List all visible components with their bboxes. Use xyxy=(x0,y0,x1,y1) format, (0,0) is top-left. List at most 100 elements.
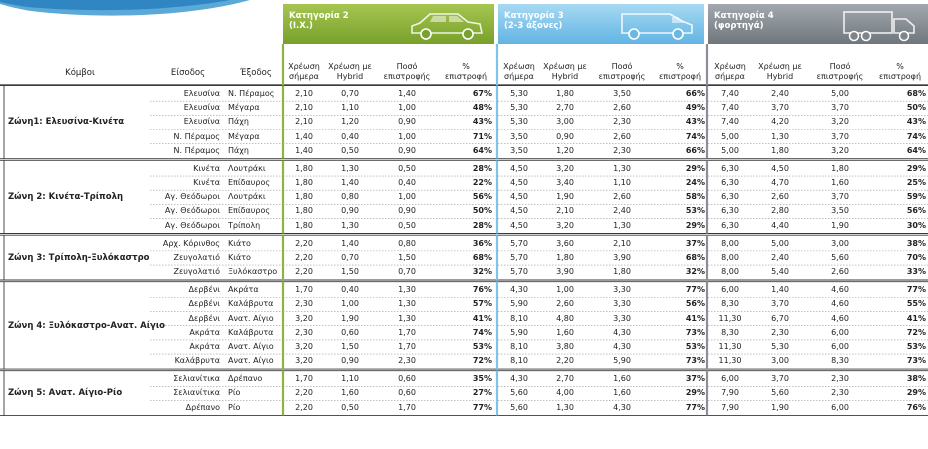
value-cell: 0,90 xyxy=(398,206,416,216)
refund-pct-cell: 73% xyxy=(685,356,705,366)
value-cell: 2,10 xyxy=(556,206,574,216)
header-charge-today: Χρέωση σήμερα xyxy=(288,62,320,81)
van-icon xyxy=(621,13,693,40)
value-cell: 2,30 xyxy=(771,327,789,337)
value-cell: 3,00 xyxy=(556,117,574,127)
entry-cell: Δρέπανο xyxy=(185,402,220,412)
entry-cell: Σελιανίτικα xyxy=(173,374,220,384)
value-cell: 3,20 xyxy=(831,117,849,127)
value-cell: 2,80 xyxy=(771,206,789,216)
refund-pct-cell: 37% xyxy=(685,374,705,384)
value-cell: 1,30 xyxy=(341,163,359,173)
value-cell: 6,30 xyxy=(721,220,739,230)
value-cell: 1,40 xyxy=(341,178,359,188)
value-cell: 5,90 xyxy=(613,356,631,366)
value-cell: 3,30 xyxy=(613,285,631,295)
refund-pct-cell: 74% xyxy=(685,131,705,141)
value-cell: 2,40 xyxy=(771,89,789,98)
value-cell: 0,90 xyxy=(341,356,359,366)
value-cell: 11,30 xyxy=(718,313,742,323)
value-cell: 11,30 xyxy=(718,341,742,351)
refund-pct-cell: 77% xyxy=(472,402,492,412)
refund-pct-cell: 57% xyxy=(472,299,492,309)
category-title: Κατηγορία 4 xyxy=(714,11,774,21)
value-cell: 1,60 xyxy=(556,327,574,337)
refund-pct-cell: 53% xyxy=(685,341,705,351)
value-cell: 2,70 xyxy=(556,103,574,113)
refund-pct-cell: 66% xyxy=(685,89,705,98)
refund-pct-cell: 48% xyxy=(472,103,492,113)
value-cell: 3,40 xyxy=(556,178,574,188)
value-cell: 1,90 xyxy=(341,313,359,323)
value-cell: 0,50 xyxy=(398,163,416,173)
value-cell: 6,30 xyxy=(721,192,739,202)
header-refund-pct: % επιστροφή xyxy=(878,62,922,81)
refund-pct-cell: 56% xyxy=(906,206,926,216)
refund-pct-cell: 41% xyxy=(906,313,926,323)
value-cell: 1,00 xyxy=(398,192,416,202)
value-cell: 1,90 xyxy=(771,402,789,412)
value-cell: 1,70 xyxy=(295,285,313,295)
value-cell: 3,20 xyxy=(295,356,313,366)
value-cell: 3,30 xyxy=(613,313,631,323)
value-cell: 1,70 xyxy=(398,327,416,337)
value-cell: 3,90 xyxy=(613,252,631,262)
value-cell: 1,20 xyxy=(556,145,574,155)
exit-cell: Πάχη xyxy=(228,117,249,127)
entry-cell: Καλάβρυτα xyxy=(174,356,220,366)
value-cell: 8,10 xyxy=(510,356,528,366)
category-title: Κατηγορία 2 xyxy=(289,11,349,21)
value-cell: 2,10 xyxy=(295,103,313,113)
exit-cell: Ανατ. Αίγιο xyxy=(228,313,274,323)
refund-pct-cell: 30% xyxy=(906,220,926,230)
refund-pct-cell: 38% xyxy=(906,238,926,248)
value-cell: 2,60 xyxy=(613,103,631,113)
value-cell: 1,30 xyxy=(613,220,631,230)
value-cell: 1,80 xyxy=(831,163,849,173)
exit-cell: Δρέπανο xyxy=(228,374,263,384)
value-cell: 5,90 xyxy=(510,327,528,337)
value-cell: 2,30 xyxy=(831,374,849,384)
value-cell: 1,00 xyxy=(398,103,416,113)
header-refund-amount: Ποσό επιστροφής xyxy=(598,62,646,81)
value-cell: 4,30 xyxy=(613,327,631,337)
refund-pct-cell: 32% xyxy=(685,267,705,277)
value-cell: 7,40 xyxy=(721,89,739,98)
header-refund-amount: Ποσό επιστροφής xyxy=(816,62,864,81)
header-refund-pct: % επιστροφή xyxy=(658,62,702,81)
value-cell: 3,70 xyxy=(771,299,789,309)
refund-pct-cell: 22% xyxy=(472,178,492,188)
refund-pct-cell: 64% xyxy=(906,145,926,155)
refund-pct-cell: 36% xyxy=(472,238,492,248)
exit-cell: Ρίο xyxy=(228,402,241,412)
refund-pct-cell: 53% xyxy=(472,341,492,351)
value-cell: 4,50 xyxy=(510,192,528,202)
value-cell: 3,70 xyxy=(771,103,789,113)
value-cell: 7,40 xyxy=(721,103,739,113)
value-cell: 5,90 xyxy=(510,299,528,309)
refund-pct-cell: 73% xyxy=(685,327,705,337)
value-cell: 3,00 xyxy=(831,238,849,248)
value-cell: 1,30 xyxy=(398,313,416,323)
value-cell: 2,10 xyxy=(295,89,313,98)
value-cell: 7,90 xyxy=(721,402,739,412)
value-cell: 4,20 xyxy=(771,117,789,127)
value-cell: 1,00 xyxy=(398,131,416,141)
value-cell: 2,30 xyxy=(295,299,313,309)
value-cell: 1,60 xyxy=(613,374,631,384)
refund-pct-cell: 29% xyxy=(685,388,705,398)
value-cell: 1,80 xyxy=(556,89,574,98)
value-cell: 1,80 xyxy=(295,206,313,216)
refund-pct-cell: 68% xyxy=(906,89,926,98)
value-cell: 6,70 xyxy=(771,313,789,323)
entry-cell: Κινέτα xyxy=(193,163,220,173)
value-cell: 2,20 xyxy=(295,238,313,248)
value-cell: 4,50 xyxy=(510,163,528,173)
exit-cell: Ανατ. Αίγιο xyxy=(228,341,274,351)
header-charge-today: Χρέωση σήμερα xyxy=(503,62,535,81)
value-cell: 4,80 xyxy=(556,313,574,323)
refund-pct-cell: 72% xyxy=(472,356,492,366)
value-cell: 0,40 xyxy=(398,178,416,188)
value-cell: 3,20 xyxy=(556,163,574,173)
value-cell: 1,80 xyxy=(771,145,789,155)
